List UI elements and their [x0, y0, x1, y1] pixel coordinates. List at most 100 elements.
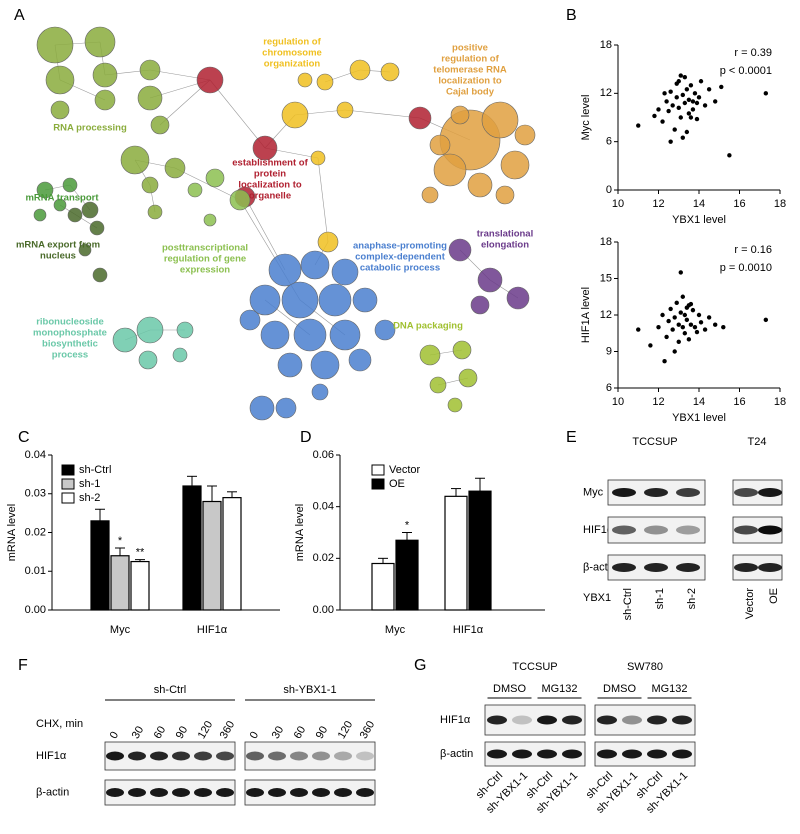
legend-label: Vector: [389, 464, 421, 476]
bar: [202, 500, 222, 611]
time-label: 0: [248, 730, 261, 741]
data-point: [686, 337, 692, 342]
network-node: [281, 281, 319, 319]
data-point: [694, 116, 700, 122]
network-node: [150, 115, 170, 135]
data-point: [763, 317, 769, 323]
panel-label: G: [414, 657, 426, 674]
network-node: [514, 124, 536, 146]
cluster-label: posttranscriptional: [162, 243, 248, 254]
time-label: 360: [358, 719, 378, 741]
network-node: [281, 101, 309, 129]
network-node: [205, 168, 225, 188]
data-point: [690, 99, 696, 104]
band: [758, 525, 782, 535]
group-label: TCCSUP: [512, 661, 557, 673]
blot-frame: [104, 741, 236, 771]
network-node: [300, 250, 330, 280]
band: [246, 751, 264, 761]
data-point: [686, 111, 692, 116]
data-point: [690, 107, 696, 112]
band: [644, 488, 668, 497]
cluster-label: nucleus: [40, 251, 76, 262]
cluster-label: localization to: [438, 76, 502, 87]
bar: [110, 555, 130, 611]
band: [612, 563, 636, 572]
row-label: Myc: [583, 486, 604, 498]
annotation: p < 0.0001: [720, 65, 772, 77]
data-point: [698, 79, 704, 84]
data-point: [666, 318, 671, 324]
band: [334, 751, 352, 761]
x-tick-label: 18: [774, 198, 786, 210]
data-point: [672, 127, 677, 132]
lane-label: OE: [768, 588, 780, 604]
y-tick-label: 15: [600, 272, 612, 284]
y-tick-label: 0.00: [313, 604, 334, 616]
network-node: [187, 182, 203, 198]
data-point: [682, 75, 688, 80]
y-tick-label: 0.04: [25, 449, 46, 461]
y-axis-label: mRNA level: [294, 504, 306, 561]
band: [290, 751, 308, 761]
time-label: 90: [174, 724, 191, 741]
data-point: [662, 91, 667, 96]
data-point: [688, 83, 694, 88]
data-point: [696, 95, 702, 100]
band: [562, 749, 582, 759]
data-point: [664, 99, 669, 104]
band: [597, 715, 617, 725]
data-point: [672, 315, 677, 320]
cluster-label: establishment of: [232, 158, 308, 169]
data-point: [652, 113, 657, 119]
y-tick-label: 12: [600, 87, 612, 99]
band: [537, 715, 557, 725]
data-point: [636, 327, 641, 332]
lanes-title: YBX1: [583, 592, 611, 604]
network-node: [84, 26, 116, 58]
legend-swatch: [61, 478, 75, 490]
band: [647, 715, 667, 725]
band: [734, 563, 758, 572]
legend-swatch: [371, 464, 385, 476]
row-label: β-actin: [36, 786, 69, 798]
data-point: [713, 322, 718, 327]
network-edge: [174, 167, 241, 201]
band: [647, 749, 667, 759]
cluster-label: process: [52, 350, 88, 361]
cluster-label: expression: [180, 265, 230, 276]
cluster-label: regulation of: [263, 37, 321, 48]
network-node: [293, 318, 327, 352]
band: [216, 751, 234, 761]
network-edge: [344, 109, 421, 119]
network-node: [112, 327, 138, 353]
band: [676, 488, 700, 497]
data-point: [684, 317, 690, 323]
y-axis-label: HIF1A level: [580, 287, 592, 343]
data-point: [636, 123, 641, 128]
band: [268, 751, 286, 761]
data-point: [676, 105, 681, 111]
data-point: [676, 322, 681, 327]
row-label: β-actin: [440, 748, 473, 760]
network-node: [138, 350, 158, 370]
y-tick-label: 0.04: [313, 501, 334, 513]
network-node: [470, 295, 490, 315]
x-tick-label: HIF1α: [197, 624, 228, 636]
y-tick-label: 12: [600, 309, 612, 321]
band: [356, 788, 374, 797]
bar: [130, 560, 150, 611]
band: [644, 525, 668, 535]
cluster-label: organelle: [249, 191, 291, 202]
data-point: [682, 331, 688, 336]
data-point: [692, 324, 698, 330]
group-label: TCCSUP: [632, 436, 677, 448]
band: [644, 563, 668, 572]
row-label: HIF1α: [440, 714, 471, 726]
cluster-label: Cajal body: [446, 87, 495, 98]
network-node: [249, 395, 275, 421]
cluster-label: monophosphate: [33, 328, 107, 339]
data-point: [662, 359, 667, 364]
time-label: 120: [336, 719, 356, 741]
